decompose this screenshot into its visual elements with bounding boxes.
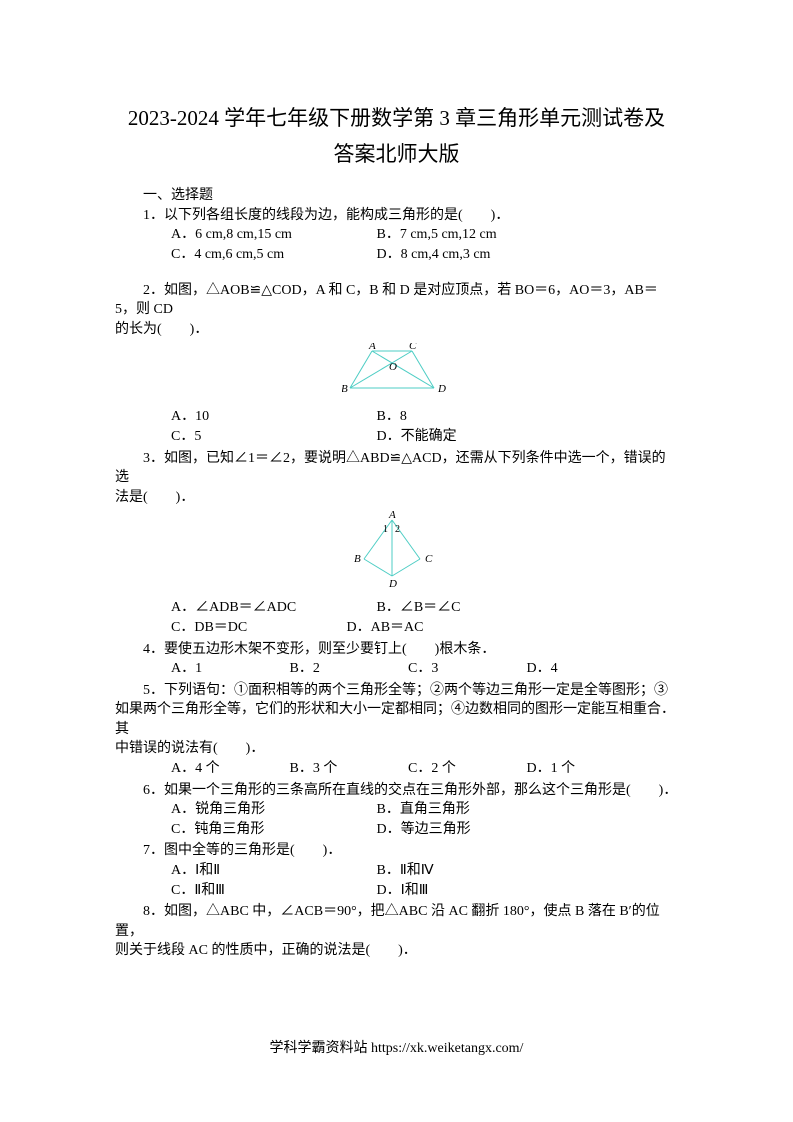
q3-optD: D．AB＝AC	[347, 620, 424, 635]
question-1: 1．以下列各组长度的线段为边，能构成三角形的是( )．	[115, 206, 678, 226]
question-8-line1: 8．如图，△ABC 中，∠ACB＝90°，把△ABC 沿 AC 翻折 180°，…	[115, 902, 678, 941]
main-title-line1: 2023-2024 学年七年级下册数学第 3 章三角形单元测试卷及	[115, 100, 678, 138]
q1-optD: D．8 cm,4 cm,3 cm	[377, 247, 491, 262]
question-6: 6．如果一个三角形的三条高所在直线的交点在三角形外部，那么这个三角形是( )．	[115, 781, 678, 801]
question-2-line2: 的长为( )．	[115, 320, 678, 340]
q5-optA: A．4 个	[143, 759, 258, 779]
q7-optD: D．Ⅰ和Ⅲ	[377, 883, 429, 898]
figure-1-container: A C B D O	[115, 343, 678, 403]
svg-text:B: B	[342, 383, 348, 395]
q6-options-row1: A．锐角三角形 B．直角三角形	[115, 800, 678, 820]
question-7: 7．图中全等的三角形是( )．	[115, 841, 678, 861]
q1-options-row2: C．4 cm,6 cm,5 cm D．8 cm,4 cm,3 cm	[115, 245, 678, 265]
svg-text:B: B	[354, 553, 361, 565]
svg-text:C: C	[409, 343, 417, 352]
q3-options-row2: C．DB＝DC D．AB＝AC	[115, 618, 678, 638]
q4-optC: C．3	[380, 659, 495, 679]
q5-options: A．4 个 B．3 个 C．2 个 D．1 个	[115, 759, 678, 779]
q5-optC: C．2 个	[380, 759, 495, 779]
svg-text:2: 2	[395, 524, 400, 535]
question-4: 4．要使五边形木架不变形，则至少要钉上( )根木条．	[115, 640, 678, 660]
q1-optC: C．4 cm,6 cm,5 cm	[143, 245, 373, 265]
svg-text:A: A	[388, 511, 396, 521]
q2-optC: C．5	[143, 427, 373, 447]
q7-optA: A．Ⅰ和Ⅱ	[143, 861, 373, 881]
question-3-line1: 3．如图，已知∠1＝∠2，要说明△ABD≌△ACD，还需从下列条件中选一个，错误…	[115, 449, 678, 488]
q7-optC: C．Ⅱ和Ⅲ	[143, 881, 373, 901]
svg-text:D: D	[437, 383, 446, 395]
q5-optD: D．1 个	[499, 759, 614, 779]
q4-optA: A．1	[143, 659, 258, 679]
q1-optB: B．7 cm,5 cm,12 cm	[377, 227, 497, 242]
q2-options-row2: C．5 D．不能确定	[115, 427, 678, 447]
section-heading-1: 一、选择题	[115, 184, 678, 204]
svg-text:O: O	[389, 361, 397, 373]
question-5-line2: 如果两个三角形全等，它们的形状和大小一定都相同；④边数相同的图形一定能互相重合．…	[115, 700, 678, 739]
q3-optA: A．∠ADB＝∠ADC	[143, 598, 373, 618]
q2-optA: A．10	[143, 407, 373, 427]
q2-optB: B．8	[377, 409, 407, 424]
question-3-line2: 法是( )．	[115, 488, 678, 508]
q2-options-row1: A．10 B．8	[115, 407, 678, 427]
page-footer: 学科学霸资料站 https://xk.weiketangx.com/	[0, 1037, 793, 1057]
q1-optA: A．6 cm,8 cm,15 cm	[143, 225, 373, 245]
q4-optD: D．4	[499, 659, 614, 679]
q6-optC: C．钝角三角形	[143, 820, 373, 840]
q2-optD: D．不能确定	[377, 429, 457, 444]
q7-optB: B．Ⅱ和Ⅳ	[377, 863, 434, 878]
q6-options-row2: C．钝角三角形 D．等边三角形	[115, 820, 678, 840]
q5-optB: B．3 个	[262, 759, 377, 779]
q4-options: A．1 B．2 C．3 D．4	[115, 659, 678, 679]
q6-optA: A．锐角三角形	[143, 800, 373, 820]
svg-text:A: A	[368, 343, 376, 352]
svg-text:C: C	[425, 553, 433, 565]
question-2-line1: 2．如图，△AOB≌△COD，A 和 C，B 和 D 是对应顶点，若 BO＝6，…	[115, 281, 678, 320]
main-title-line2: 答案北师大版	[115, 138, 678, 168]
q6-optD: D．等边三角形	[377, 822, 471, 837]
question-8-line2: 则关于线段 AC 的性质中，正确的说法是( )．	[115, 941, 678, 961]
q7-options-row1: A．Ⅰ和Ⅱ B．Ⅱ和Ⅳ	[115, 861, 678, 881]
figure-2-container: A B C D 12	[115, 511, 678, 594]
svg-text:1: 1	[383, 524, 388, 535]
q3-options-row1: A．∠ADB＝∠ADC B．∠B＝∠C	[115, 598, 678, 618]
q1-options-row1: A．6 cm,8 cm,15 cm B．7 cm,5 cm,12 cm	[115, 225, 678, 245]
q6-optB: B．直角三角形	[377, 802, 470, 817]
question-5-line3: 中错误的说法有( )．	[115, 739, 678, 759]
q4-optB: B．2	[262, 659, 377, 679]
q3-optC: C．DB＝DC	[143, 618, 343, 638]
question-5-line1: 5．下列语句：①面积相等的两个三角形全等；②两个等边三角形一定是全等图形；③	[115, 681, 678, 701]
svg-text:D: D	[388, 578, 397, 589]
figure-1: A C B D O	[342, 343, 452, 398]
figure-2: A B C D 12	[352, 511, 442, 589]
q3-optB: B．∠B＝∠C	[377, 600, 461, 615]
q7-options-row2: C．Ⅱ和Ⅲ D．Ⅰ和Ⅲ	[115, 881, 678, 901]
